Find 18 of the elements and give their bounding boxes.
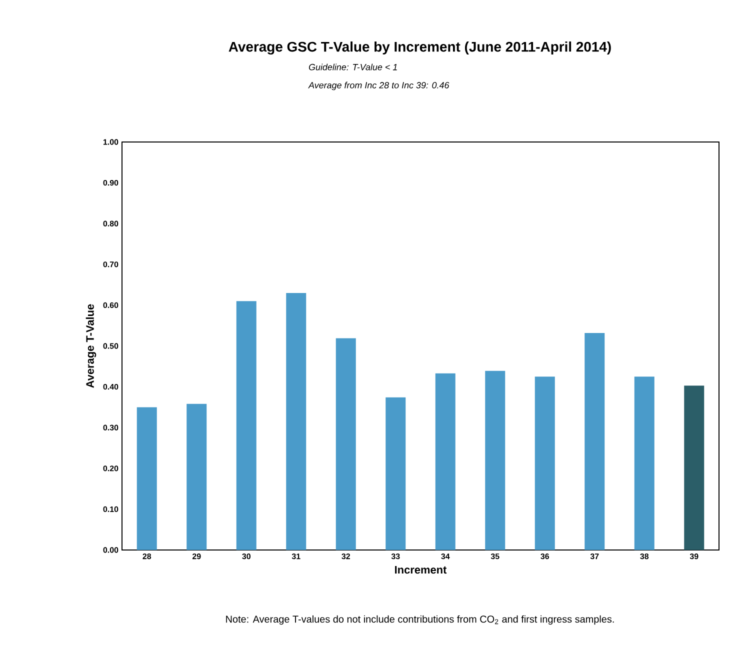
bar [286,292,306,550]
bar [584,332,605,550]
bar [236,301,256,550]
bar [634,376,654,550]
bar [684,386,704,550]
text: Average from Inc 28 to Inc 39: 0.46 [308,82,450,90]
bar [435,373,456,550]
bar [186,404,207,550]
x-axis-title: Increment [395,566,447,574]
bar [336,338,356,550]
text: Note: Average T-values do not include contributions from CO$_{2}$ and first ingress samples. [226,615,614,625]
bar [136,407,157,550]
bar [534,376,555,550]
bar [386,397,406,550]
chart-title: Average GSC T-Value by Increment (June 2011-April 2014) [228,41,611,55]
bar [485,370,506,550]
y-axis-title: Average T-Value [86,304,96,388]
chart-subtitle: Guideline: T-Value < 1 [308,64,397,70]
